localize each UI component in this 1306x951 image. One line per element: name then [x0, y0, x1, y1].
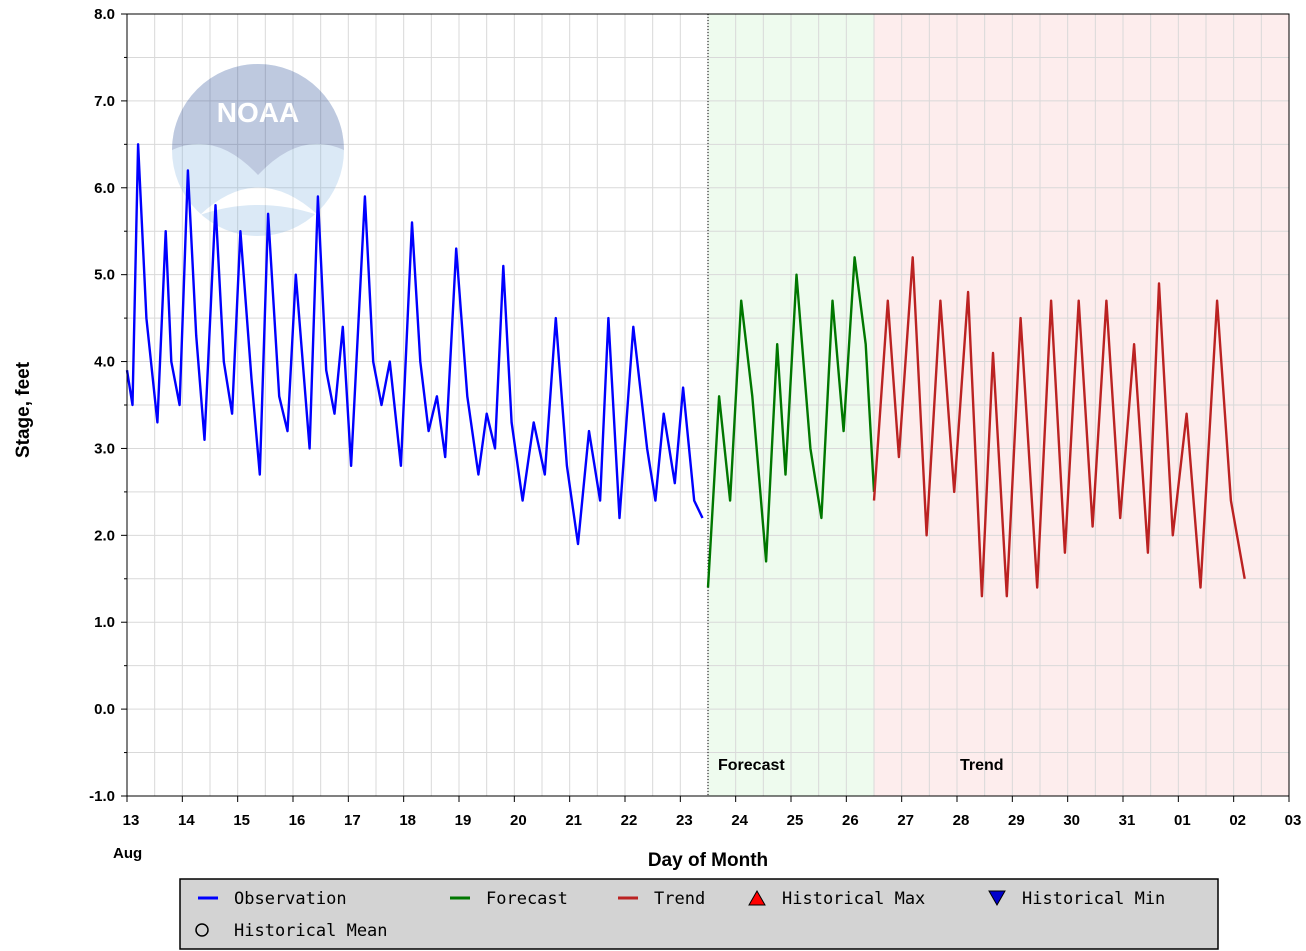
legend-label: Forecast — [486, 889, 568, 909]
legend: Observation Forecast Trend Historical Max Hi… — [179, 878, 1219, 950]
x-tick-label: 27 — [897, 812, 914, 829]
series-observation — [125, 143, 704, 546]
x-tick-label: 17 — [344, 812, 361, 829]
x-axis-ticks: 13 14 15 16 17 18 19 20 21 22 23 24 25 26 27 28 29 30 31 01… — [123, 796, 1302, 829]
noaa-logo-text: NOAA — [217, 97, 299, 128]
x-tick-label: 20 — [510, 812, 527, 829]
x-tick-label: 01 — [1174, 812, 1191, 829]
x-tick-label: 18 — [399, 812, 416, 829]
series-trend — [872, 256, 1246, 598]
x-tick-label: 31 — [1119, 812, 1136, 829]
x-tick-label: 22 — [621, 812, 638, 829]
legend-label: Trend — [654, 889, 705, 909]
x-tick-label: 29 — [1008, 812, 1025, 829]
x-tick-label: 23 — [676, 812, 693, 829]
y-tick-label: -1.0 — [89, 788, 115, 805]
x-tick-label: 19 — [455, 812, 472, 829]
y-tick-label: 1.0 — [94, 614, 115, 631]
x-tick-label: 25 — [787, 812, 804, 829]
legend-label: Historical Min — [1022, 889, 1165, 909]
region-label-trend: Trend — [960, 757, 1004, 774]
x-tick-label: 28 — [953, 812, 970, 829]
x-tick-label: 24 — [731, 812, 748, 829]
legend-marker-historical-min — [988, 890, 1006, 907]
x-tick-label: 16 — [289, 812, 306, 829]
x-tick-label: 30 — [1063, 812, 1080, 829]
y-tick-label: 7.0 — [94, 93, 115, 110]
x-tick-label: 26 — [842, 812, 859, 829]
y-tick-label: 3.0 — [94, 440, 115, 457]
y-axis-ticks: -1.0 0.0 1.0 2.0 3.0 4.0 5.0 6.0 7.0 8.0 — [89, 6, 127, 805]
x-tick-label: 21 — [565, 812, 582, 829]
x-tick-label: 14 — [178, 812, 195, 829]
legend-label: Observation — [234, 889, 347, 909]
series-forecast — [706, 256, 876, 588]
legend-box — [179, 878, 1219, 950]
x-tick-label: 02 — [1229, 812, 1246, 829]
y-tick-label: 0.0 — [94, 701, 115, 718]
legend-label: Historical Mean — [234, 921, 388, 941]
y-tick-label: 8.0 — [94, 6, 115, 23]
chart-series — [125, 143, 1246, 598]
y-tick-label: 4.0 — [94, 354, 115, 371]
x-tick-label: 03 — [1285, 812, 1302, 829]
y-tick-label: 6.0 — [94, 180, 115, 197]
legend-marker-historical-max — [748, 889, 766, 906]
x-tick-label: 15 — [233, 812, 250, 829]
x-month-label: Aug — [113, 845, 142, 862]
y-axis-title: Stage, feet — [13, 361, 34, 458]
region-labels: Forecast Trend — [718, 757, 1004, 774]
y-tick-label: 5.0 — [94, 267, 115, 284]
noaa-logo-watermark: NOAA — [172, 64, 344, 236]
region-label-forecast: Forecast — [718, 757, 785, 774]
legend-label: Historical Max — [782, 889, 925, 909]
legend-marker-historical-mean — [195, 923, 209, 937]
y-tick-label: 2.0 — [94, 527, 115, 544]
x-axis-title: Day of Month — [648, 850, 768, 871]
x-tick-label: 13 — [123, 812, 140, 829]
